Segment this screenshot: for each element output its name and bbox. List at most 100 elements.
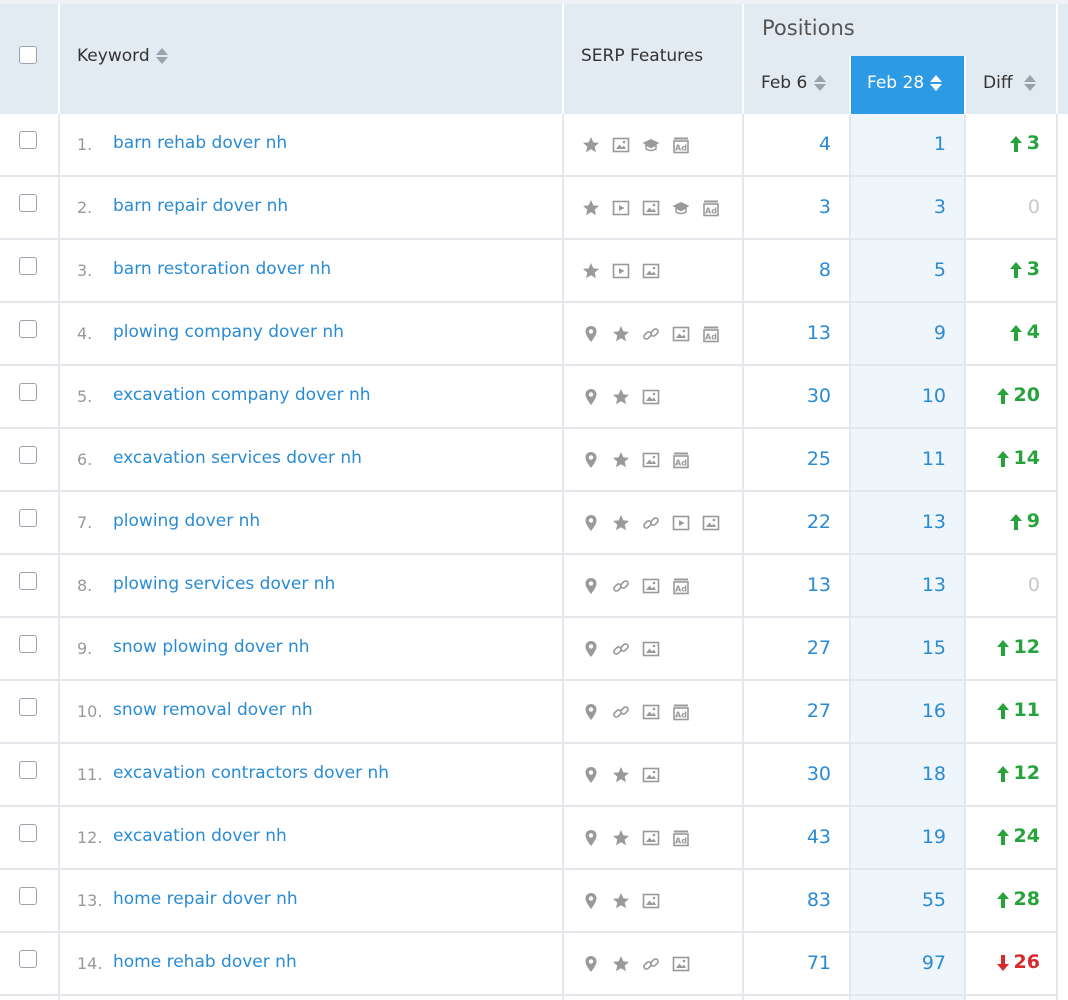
star-icon[interactable] bbox=[581, 198, 601, 218]
position-feb6[interactable]: 13 bbox=[806, 322, 831, 344]
ad-icon[interactable]: Ad bbox=[671, 828, 691, 848]
image-icon[interactable] bbox=[641, 765, 661, 785]
ad-icon[interactable]: Ad bbox=[701, 198, 721, 218]
select-all-checkbox[interactable] bbox=[19, 46, 37, 64]
ad-icon[interactable]: Ad bbox=[701, 324, 721, 344]
image-icon[interactable] bbox=[641, 702, 661, 722]
feb6-header[interactable]: Feb 6 bbox=[761, 73, 808, 93]
link-icon[interactable] bbox=[641, 324, 661, 344]
position-feb6[interactable]: 30 bbox=[806, 385, 831, 407]
keyword-link[interactable]: plowing company dover nh bbox=[113, 322, 344, 342]
position-feb28[interactable]: 55 bbox=[921, 889, 946, 911]
link-icon[interactable] bbox=[641, 513, 661, 533]
row-checkbox[interactable] bbox=[19, 761, 37, 779]
video-icon[interactable] bbox=[671, 513, 691, 533]
keyword-header[interactable]: Keyword bbox=[77, 46, 150, 66]
link-icon[interactable] bbox=[611, 639, 631, 659]
ad-icon[interactable]: Ad bbox=[671, 702, 691, 722]
position-feb28[interactable]: 1 bbox=[933, 133, 946, 155]
row-checkbox[interactable] bbox=[19, 635, 37, 653]
row-checkbox[interactable] bbox=[19, 194, 37, 212]
position-feb6[interactable]: 25 bbox=[806, 448, 831, 470]
keyword-link[interactable]: barn restoration dover nh bbox=[113, 259, 332, 279]
position-feb6[interactable]: 22 bbox=[806, 511, 831, 533]
image-icon[interactable] bbox=[641, 450, 661, 470]
keyword-sort-icon[interactable] bbox=[155, 46, 169, 66]
row-checkbox[interactable] bbox=[19, 446, 37, 464]
position-feb6[interactable]: 4 bbox=[818, 133, 831, 155]
keyword-link[interactable]: snow removal dover nh bbox=[113, 700, 313, 720]
position-feb28[interactable]: 13 bbox=[921, 574, 946, 596]
link-icon[interactable] bbox=[611, 702, 631, 722]
star-icon[interactable] bbox=[611, 765, 631, 785]
keyword-link[interactable]: home repair dover nh bbox=[113, 889, 298, 909]
image-icon[interactable] bbox=[641, 198, 661, 218]
position-feb6[interactable]: 3 bbox=[818, 196, 831, 218]
keyword-link[interactable]: barn rehab dover nh bbox=[113, 133, 288, 153]
image-icon[interactable] bbox=[611, 135, 631, 155]
star-icon[interactable] bbox=[611, 828, 631, 848]
pin-icon[interactable] bbox=[581, 702, 601, 722]
image-icon[interactable] bbox=[641, 576, 661, 596]
row-checkbox[interactable] bbox=[19, 698, 37, 716]
ad-icon[interactable]: Ad bbox=[671, 135, 691, 155]
row-checkbox[interactable] bbox=[19, 383, 37, 401]
position-feb28[interactable]: 9 bbox=[933, 322, 946, 344]
row-checkbox[interactable] bbox=[19, 320, 37, 338]
image-icon[interactable] bbox=[641, 261, 661, 281]
star-icon[interactable] bbox=[611, 513, 631, 533]
feb28-header[interactable]: Feb 28 bbox=[867, 73, 925, 93]
keyword-link[interactable]: barn repair dover nh bbox=[113, 196, 289, 216]
keyword-link[interactable]: plowing services dover nh bbox=[113, 574, 336, 594]
row-checkbox[interactable] bbox=[19, 824, 37, 842]
keyword-link[interactable]: snow plowing dover nh bbox=[113, 637, 310, 657]
graduation-cap-icon[interactable] bbox=[641, 135, 661, 155]
keyword-link[interactable]: home rehab dover nh bbox=[113, 952, 297, 972]
row-checkbox[interactable] bbox=[19, 887, 37, 905]
feb28-sort-icon[interactable] bbox=[929, 73, 943, 93]
pin-icon[interactable] bbox=[581, 954, 601, 974]
pin-icon[interactable] bbox=[581, 765, 601, 785]
star-icon[interactable] bbox=[611, 450, 631, 470]
position-feb6[interactable]: 83 bbox=[806, 889, 831, 911]
image-icon[interactable] bbox=[671, 324, 691, 344]
image-icon[interactable] bbox=[701, 513, 721, 533]
star-icon[interactable] bbox=[611, 387, 631, 407]
video-icon[interactable] bbox=[611, 261, 631, 281]
image-icon[interactable] bbox=[641, 891, 661, 911]
image-icon[interactable] bbox=[641, 828, 661, 848]
pin-icon[interactable] bbox=[581, 639, 601, 659]
position-feb28[interactable]: 18 bbox=[921, 763, 946, 785]
link-icon[interactable] bbox=[611, 576, 631, 596]
image-icon[interactable] bbox=[671, 954, 691, 974]
keyword-link[interactable]: excavation dover nh bbox=[113, 826, 287, 846]
pin-icon[interactable] bbox=[581, 450, 601, 470]
position-feb6[interactable]: 30 bbox=[806, 763, 831, 785]
pin-icon[interactable] bbox=[581, 891, 601, 911]
link-icon[interactable] bbox=[641, 954, 661, 974]
keyword-link[interactable]: excavation company dover nh bbox=[113, 385, 371, 405]
position-feb6[interactable]: 71 bbox=[806, 952, 831, 974]
image-icon[interactable] bbox=[641, 387, 661, 407]
position-feb28[interactable]: 16 bbox=[921, 700, 946, 722]
row-checkbox[interactable] bbox=[19, 572, 37, 590]
position-feb28[interactable]: 5 bbox=[933, 259, 946, 281]
ad-icon[interactable]: Ad bbox=[671, 450, 691, 470]
position-feb28[interactable]: 13 bbox=[921, 511, 946, 533]
position-feb28[interactable]: 15 bbox=[921, 637, 946, 659]
keyword-link[interactable]: excavation services dover nh bbox=[113, 448, 362, 468]
position-feb6[interactable]: 27 bbox=[806, 637, 831, 659]
star-icon[interactable] bbox=[581, 261, 601, 281]
position-feb28[interactable]: 97 bbox=[921, 952, 946, 974]
star-icon[interactable] bbox=[581, 135, 601, 155]
graduation-cap-icon[interactable] bbox=[671, 198, 691, 218]
star-icon[interactable] bbox=[611, 891, 631, 911]
star-icon[interactable] bbox=[611, 954, 631, 974]
keyword-link[interactable]: plowing dover nh bbox=[113, 511, 261, 531]
pin-icon[interactable] bbox=[581, 828, 601, 848]
keyword-link[interactable]: excavation contractors dover nh bbox=[113, 763, 390, 783]
position-feb28[interactable]: 10 bbox=[921, 385, 946, 407]
video-icon[interactable] bbox=[611, 198, 631, 218]
row-checkbox[interactable] bbox=[19, 257, 37, 275]
feb6-sort-icon[interactable] bbox=[813, 73, 827, 93]
